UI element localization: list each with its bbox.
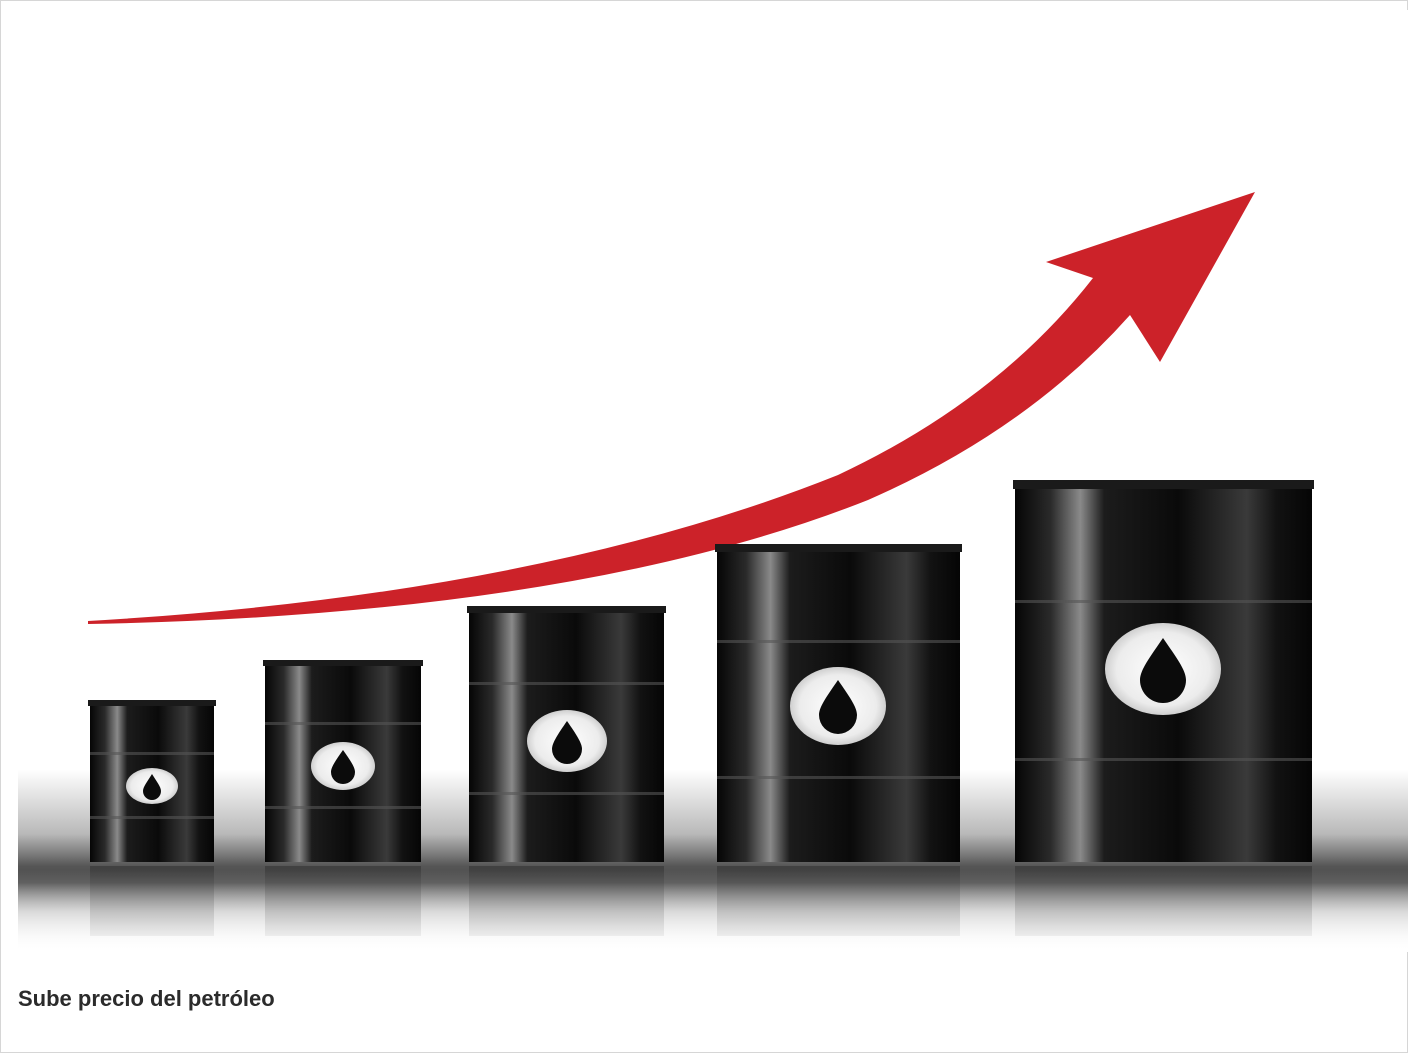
article-title[interactable]: Sube precio del petróleo xyxy=(18,986,275,1011)
reflection-fade xyxy=(18,866,1408,952)
oil-price-illustration[interactable] xyxy=(18,10,1408,952)
rising-arrow-icon xyxy=(88,192,1255,624)
